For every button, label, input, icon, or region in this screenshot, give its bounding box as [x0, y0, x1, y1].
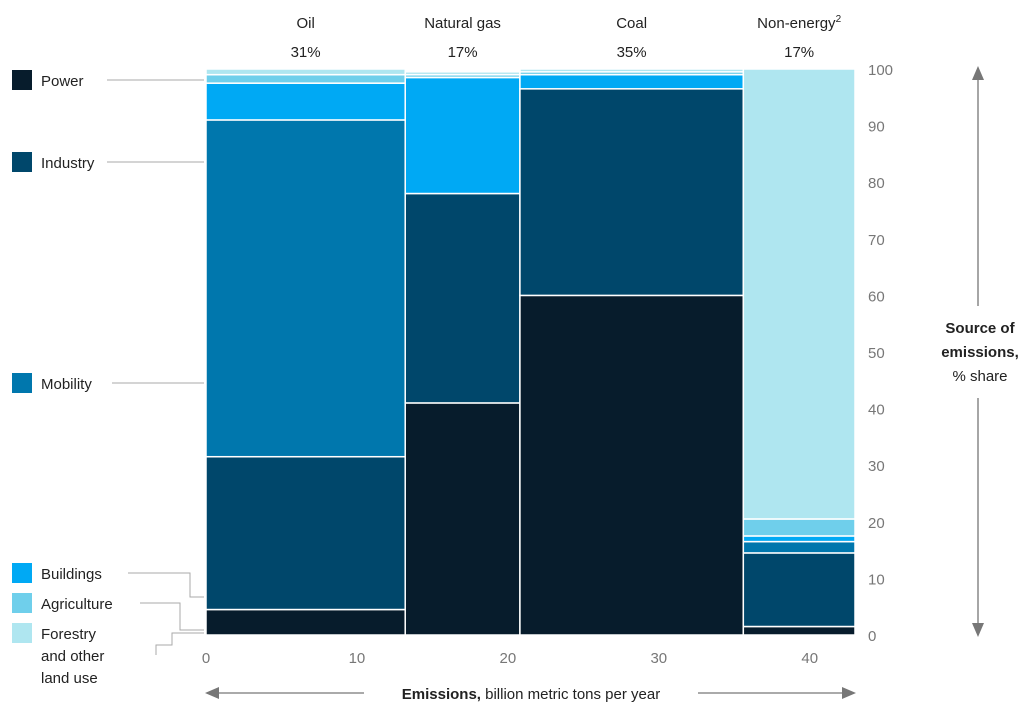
bar-segment-coal-power	[519, 294, 745, 636]
legend-swatch	[12, 373, 32, 393]
legend-leader-line	[140, 602, 204, 631]
column-header-coal: Coal	[616, 15, 647, 32]
legend-swatch	[12, 623, 32, 643]
bar-segment-non-energy-forestry-and-other-land-use	[742, 68, 856, 520]
x-axis: 0 10 20 30 40 Emissions, billion metric tons …	[202, 650, 856, 703]
y-tick-label: 10	[868, 571, 885, 588]
legend-label: Agriculture	[41, 596, 113, 613]
bar-segment-natural-gas-power	[404, 402, 521, 636]
y-tick-label: 40	[868, 402, 885, 419]
bar-segment-coal-forestry-and-other-land-use	[519, 68, 745, 73]
legend-label: Mobility	[41, 376, 92, 393]
y-axis-title-line: Source of	[945, 320, 1015, 337]
bar-segment-non-energy-mobility	[742, 540, 856, 554]
legend-leader-line	[155, 632, 204, 655]
bar-segment-oil-buildings	[205, 82, 406, 121]
x-tick-label: 10	[349, 650, 366, 667]
legend-label: and other	[41, 648, 104, 665]
bar-segment-natural-gas-industry	[404, 192, 521, 404]
y-tick-label: 60	[868, 288, 885, 305]
column-headers: Oil 31% Natural gas 17% Coal 35% Non-energy2 17…	[291, 14, 842, 61]
x-tick-label: 0	[202, 650, 210, 667]
bar-segment-non-energy-industry	[742, 552, 856, 628]
bar-segment-oil-forestry-and-other-land-use	[205, 68, 406, 76]
legend-label: Industry	[41, 155, 95, 172]
x-tick-label: 30	[650, 650, 667, 667]
column-share-coal: 35%	[617, 44, 647, 61]
legend-leader-line	[128, 572, 204, 598]
column-header-superscript: 2	[836, 14, 842, 25]
x-tick-label: 20	[500, 650, 517, 667]
legend-label: Power	[41, 73, 84, 90]
legend-swatch	[12, 593, 32, 613]
bar-segments	[205, 68, 856, 636]
bar-segment-non-energy-buildings	[742, 535, 856, 543]
y-tick-label: 80	[868, 175, 885, 192]
legend-label: land use	[41, 670, 98, 687]
bar-segment-coal-buildings	[519, 73, 745, 90]
column-header-natural-gas: Natural gas	[424, 15, 501, 32]
legend-item-mobility: Mobility	[12, 373, 204, 393]
y-tick-label: 20	[868, 515, 885, 532]
arrow-up-icon	[972, 66, 984, 80]
bar-segment-non-energy-power	[742, 625, 856, 636]
column-header-oil: Oil	[296, 15, 314, 32]
bar-segment-oil-mobility	[205, 119, 406, 458]
legend-swatch	[12, 152, 32, 172]
bar-segment-oil-agriculture	[205, 73, 406, 84]
y-axis-title-line: % share	[952, 368, 1007, 385]
y-tick-label: 50	[868, 345, 885, 362]
x-axis-title: Emissions, billion metric tons per year	[402, 686, 660, 703]
legend-item-industry: Industry	[12, 152, 204, 172]
y-axis: 0 10 20 30 40 50 60 70 80 90 100 Source of emissions…	[868, 62, 1019, 645]
column-share-oil: 31%	[291, 44, 321, 61]
legend-label: Buildings	[41, 566, 102, 583]
x-tick-label: 40	[801, 650, 818, 667]
y-tick-label: 100	[868, 62, 893, 79]
legend: Power Industry Mobility Buildings Agricultur…	[12, 70, 204, 687]
y-tick-label: 90	[868, 119, 885, 136]
y-tick-label: 30	[868, 458, 885, 475]
legend-item-agriculture: Agriculture	[12, 593, 204, 631]
y-tick-label: 0	[868, 628, 876, 645]
y-tick-label: 70	[868, 232, 885, 249]
legend-swatch	[12, 70, 32, 90]
arrow-right-icon	[842, 687, 856, 699]
legend-item-buildings: Buildings	[12, 563, 204, 598]
legend-label: Forestry	[41, 626, 97, 643]
arrow-down-icon	[972, 623, 984, 637]
bar-segment-natural-gas-forestry-and-other-land-use	[404, 71, 521, 76]
bar-segment-non-energy-agriculture	[742, 518, 856, 537]
column-share-natural-gas: 17%	[448, 44, 478, 61]
arrow-left-icon	[205, 687, 219, 699]
legend-swatch	[12, 563, 32, 583]
column-header-non-energy: Non-energy2	[757, 14, 841, 32]
bar-segment-oil-industry	[205, 455, 406, 611]
legend-item-power: Power	[12, 70, 204, 90]
bar-segment-coal-industry	[519, 88, 745, 297]
bar-segment-natural-gas-buildings	[404, 76, 521, 195]
column-share-non-energy: 17%	[784, 44, 814, 61]
legend-item-forestry-and-other-land-use: Forestry and other land use	[12, 623, 204, 687]
y-axis-title-line: emissions,	[941, 344, 1019, 361]
bar-segment-oil-power	[205, 608, 406, 636]
